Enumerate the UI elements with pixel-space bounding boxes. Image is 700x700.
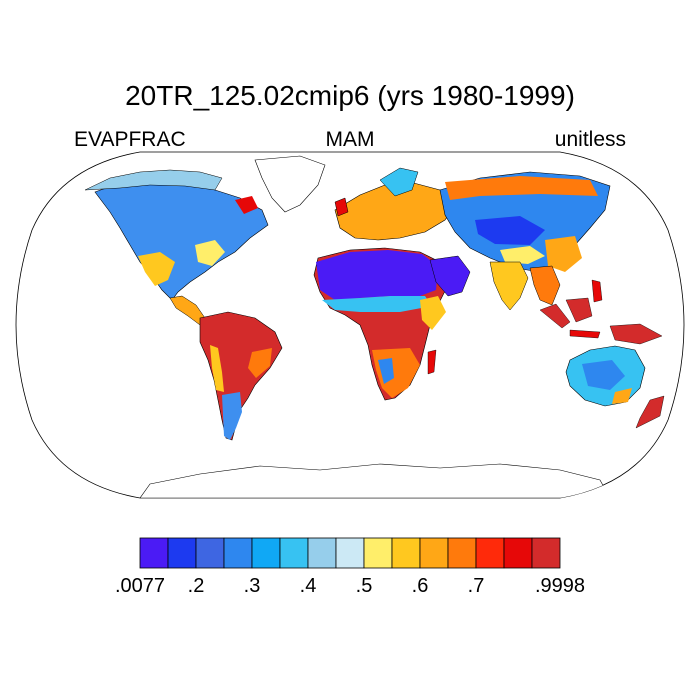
australia-interior [582,360,625,390]
scandinavia [379,167,419,197]
arabia [429,255,471,297]
colorbar-tick-label: .9998 [535,575,585,597]
colorbar-swatch [139,537,169,569]
colorbar-swatch [167,537,197,569]
colorbar-swatch [195,537,225,569]
antarctica [139,463,611,498]
us-south-dry [138,252,175,286]
colorbar-swatch [251,537,281,569]
colorbar-tick-label: .2 [188,575,205,597]
colorbar-swatch [419,537,449,569]
india [489,261,529,311]
madagascar [427,349,437,375]
east-africa-horn [420,296,446,330]
new-guinea [609,323,663,345]
variable-label: EVAPFRAC [74,128,186,151]
sahara [316,250,438,300]
new-zealand [635,395,665,429]
colorbar-swatch [447,537,477,569]
colorbar-swatch [391,537,421,569]
southeast-asia [529,265,561,306]
colorbar-tick-label: .3 [244,575,261,597]
brazil-east-orange [248,348,272,378]
colorbar-tick-label: .6 [412,575,429,597]
philippines [591,279,603,303]
colorbar-swatch [363,537,393,569]
tibet-yellow [500,246,545,264]
china-east-orange [545,236,582,272]
colorbar-tick-label: .4 [300,575,317,597]
borneo [565,297,593,323]
quebec-red [235,196,258,214]
colorbar-swatch [531,537,561,569]
colorbar-swatch [335,537,365,569]
plot-title: 20TR_125.02cmip6 (yrs 1980-1999) [125,80,575,111]
uk-red [334,197,349,217]
colorbar-tick-label: .0077 [115,575,165,597]
siberia-orange [445,176,598,200]
kalahari [378,358,394,384]
greenland [254,155,326,213]
java [569,329,601,339]
season-label: MAM [325,128,375,151]
colorbar-swatch [279,537,309,569]
sahel-band [322,296,432,312]
andes-yellow [210,345,224,392]
alaska-canada-north [84,169,223,191]
us-east-wet [195,240,225,266]
colorbar-swatch [503,537,533,569]
colorbar-swatch [307,537,337,569]
south-america-south [222,392,242,440]
colorbar-swatch [475,537,505,569]
colorbar-tick-label: .5 [356,575,373,597]
colorbar-tick-label: .7 [468,575,485,597]
units-label: unitless [554,128,626,151]
sumatra [539,303,571,329]
australia-southeast [612,388,632,404]
central-asia-dry [475,216,545,245]
colorbar-swatch [223,537,253,569]
